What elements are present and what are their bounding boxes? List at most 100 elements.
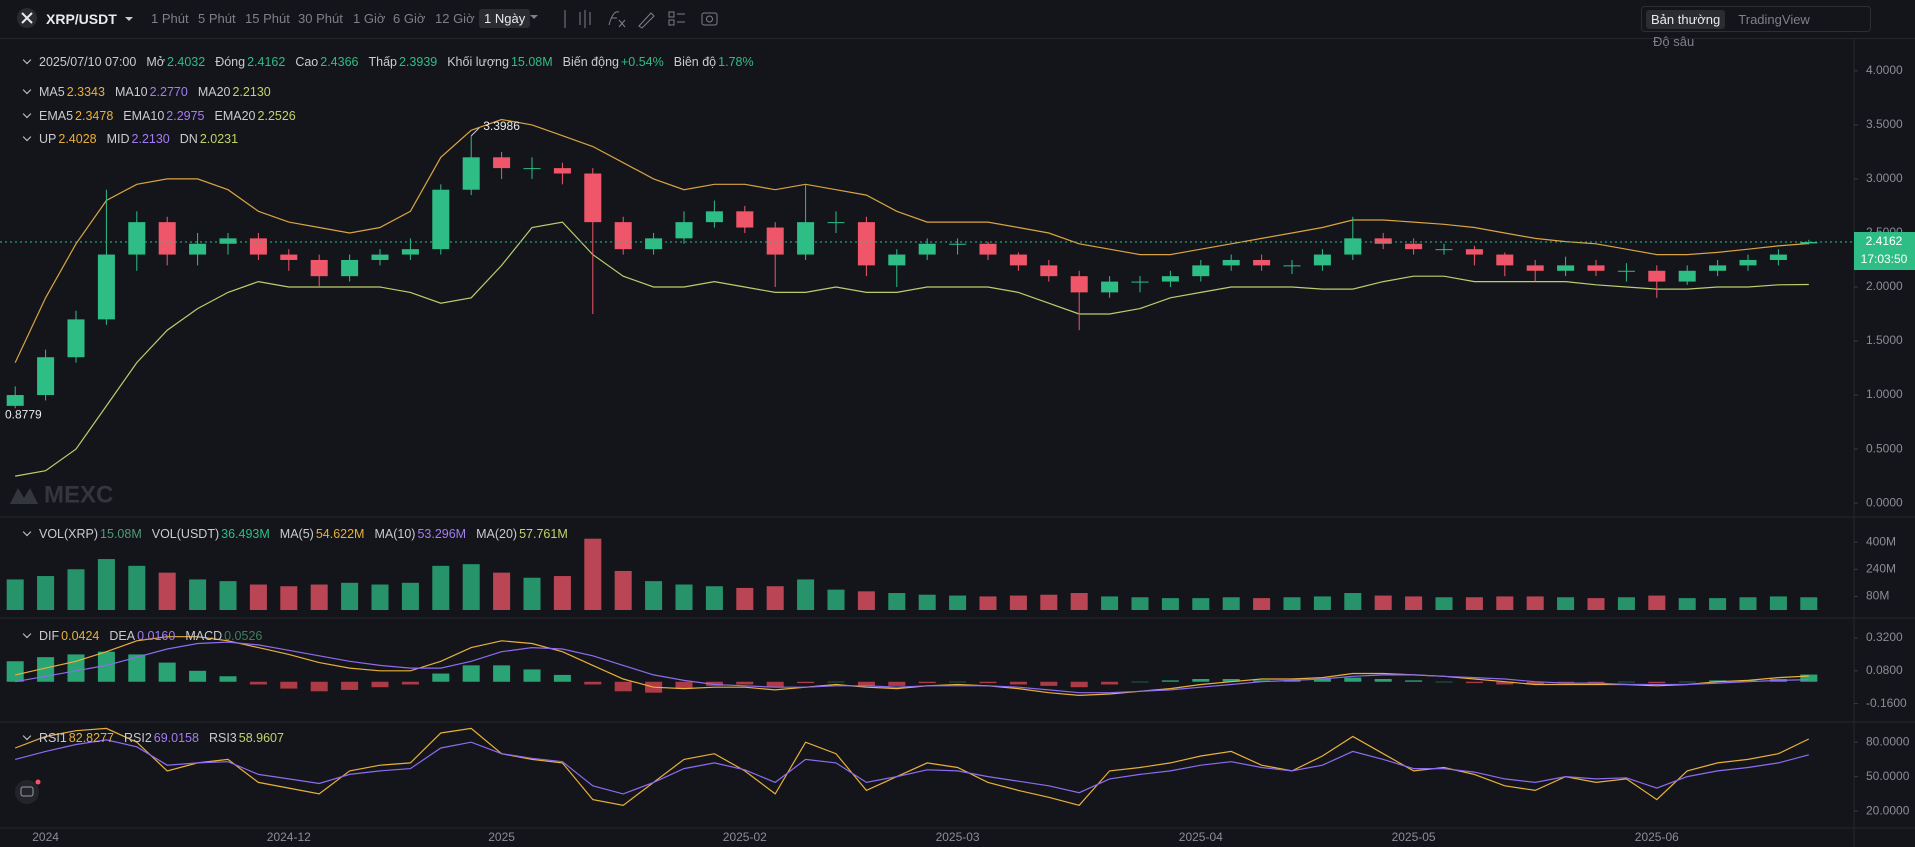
candle-body [614, 222, 632, 250]
legend-label: 2025/07/10 07:00 [39, 55, 137, 69]
legend-value: 2.3478 [75, 109, 114, 123]
macd-bar [1040, 681, 1058, 686]
y-tick-label: 3.0000 [1866, 171, 1903, 185]
macd-bar [584, 681, 602, 685]
legend-toggle[interactable] [22, 731, 32, 741]
macd-bar [1009, 681, 1027, 685]
legend-toggle[interactable] [22, 527, 32, 537]
macd-bar [1557, 681, 1575, 684]
macd-bar [1192, 679, 1210, 682]
legend-toggle[interactable] [22, 132, 32, 142]
legend-label: Khối lượng [447, 55, 509, 69]
volume-bar [1131, 597, 1149, 610]
y-tick-label: -0.1600 [1866, 696, 1907, 710]
legend-toggle[interactable] [22, 85, 32, 95]
view-tab[interactable]: TradingView [1738, 12, 1810, 27]
symbol-caret[interactable] [124, 14, 134, 24]
volume-bar [584, 538, 602, 610]
legend-item: VOL(USDT) 36.493M [152, 527, 270, 541]
legend-toggle[interactable] [22, 109, 32, 119]
interval[interactable]: 5 Phút [198, 11, 236, 26]
legend-row: MA5 2.3343 MA10 2.2770 MA20 2.2130 [22, 84, 281, 100]
macd-bar [705, 681, 723, 686]
candle-body [675, 222, 693, 239]
legend-item: MA5 2.3343 [39, 85, 105, 99]
candle-body [1739, 259, 1757, 266]
legend-row: EMA5 2.3478 EMA10 2.2975 EMA20 2.2526 [22, 108, 306, 124]
interval[interactable]: 15 Phút [245, 11, 290, 26]
interval[interactable]: 30 Phút [298, 11, 343, 26]
macd-bar [1678, 681, 1696, 683]
legend-label: RSI3 [208, 731, 237, 745]
volume-bar [675, 584, 693, 610]
volume-bar [918, 594, 936, 610]
legend-toggle[interactable] [22, 629, 32, 639]
legend-item: MA(5) 54.622M [280, 527, 365, 541]
volume-bar [1557, 597, 1575, 610]
macd-bar [1374, 679, 1392, 682]
watermark-logo [10, 488, 38, 504]
legend-label: DIF [39, 629, 60, 643]
view-tab[interactable]: Bản thường [1646, 10, 1726, 29]
candle-body [67, 319, 85, 358]
min-price-label: 0.8779 [5, 407, 42, 421]
symbol[interactable]: XRP/USDT [46, 11, 117, 27]
volume-bar [310, 584, 328, 610]
view-tab[interactable]: Độ sâu [1653, 34, 1695, 49]
legend-toggle[interactable] [22, 55, 32, 65]
volume-bar [523, 577, 541, 610]
volume-bar [645, 581, 663, 610]
legend-label: Mở [146, 55, 165, 69]
candle-body [797, 222, 815, 255]
candle-body [97, 254, 115, 320]
candle-body [584, 173, 602, 223]
legend-label: RSI2 [123, 731, 152, 745]
legend-value: 2.4028 [58, 132, 97, 146]
panel-frame [0, 39, 1915, 847]
legend-item: RSI2 69.0158 [124, 731, 199, 745]
legend-value: 0.0160 [137, 629, 176, 643]
y-tick-label: 20.0000 [1866, 803, 1910, 817]
candle-body [705, 211, 723, 223]
alert-icon[interactable] [15, 779, 41, 805]
volume-bar [462, 564, 480, 610]
interval[interactable]: 1 Ngày [479, 9, 531, 28]
candle-body [1192, 265, 1210, 277]
macd-bar [219, 676, 237, 682]
interval[interactable]: 12 Giờ [435, 11, 475, 26]
candle-body [1496, 254, 1514, 266]
macd-bar [1101, 681, 1119, 685]
legend-value: 57.761M [519, 527, 568, 541]
candle-body [1344, 238, 1362, 255]
interval[interactable]: 1 Phút [151, 11, 189, 26]
x-tick-label: 2025 [488, 830, 515, 844]
candle-body [1405, 243, 1423, 250]
volume-bar [493, 572, 511, 610]
volume-bar [1617, 597, 1635, 610]
legend-value: 69.0158 [153, 731, 199, 745]
legend-value: 2.3343 [66, 85, 105, 99]
candle-body [1070, 276, 1088, 293]
legend-label: MA(10) [374, 527, 416, 541]
interval[interactable]: 6 Giờ [393, 11, 426, 26]
legend-label: EMA10 [123, 109, 165, 123]
volume-bar [189, 579, 207, 610]
countdown: 17:03:50 [1861, 252, 1908, 266]
legend-value: 2.0231 [199, 132, 239, 146]
volume-bar [1435, 597, 1453, 610]
y-tick-label: 80M [1866, 589, 1889, 603]
legend-value: 58.9607 [238, 731, 284, 745]
interval[interactable]: 1 Giờ [353, 11, 386, 26]
candle-body [766, 227, 784, 255]
candle-body [1769, 254, 1787, 260]
legend-row: 2025/07/10 07:00 Mở 2.4032 Đóng 2.4162 Cao 2.4… [22, 54, 764, 70]
legend-label: MA10 [114, 85, 148, 99]
macd-bar [949, 681, 967, 683]
macd-bar [1648, 681, 1666, 684]
tool-icons[interactable] [525, 0, 725, 39]
volume-bar [1800, 597, 1818, 610]
candle-body [979, 243, 997, 255]
macd-bar [1526, 681, 1544, 685]
volume-bar [949, 595, 967, 610]
legend-value: 2.2130 [232, 85, 271, 99]
